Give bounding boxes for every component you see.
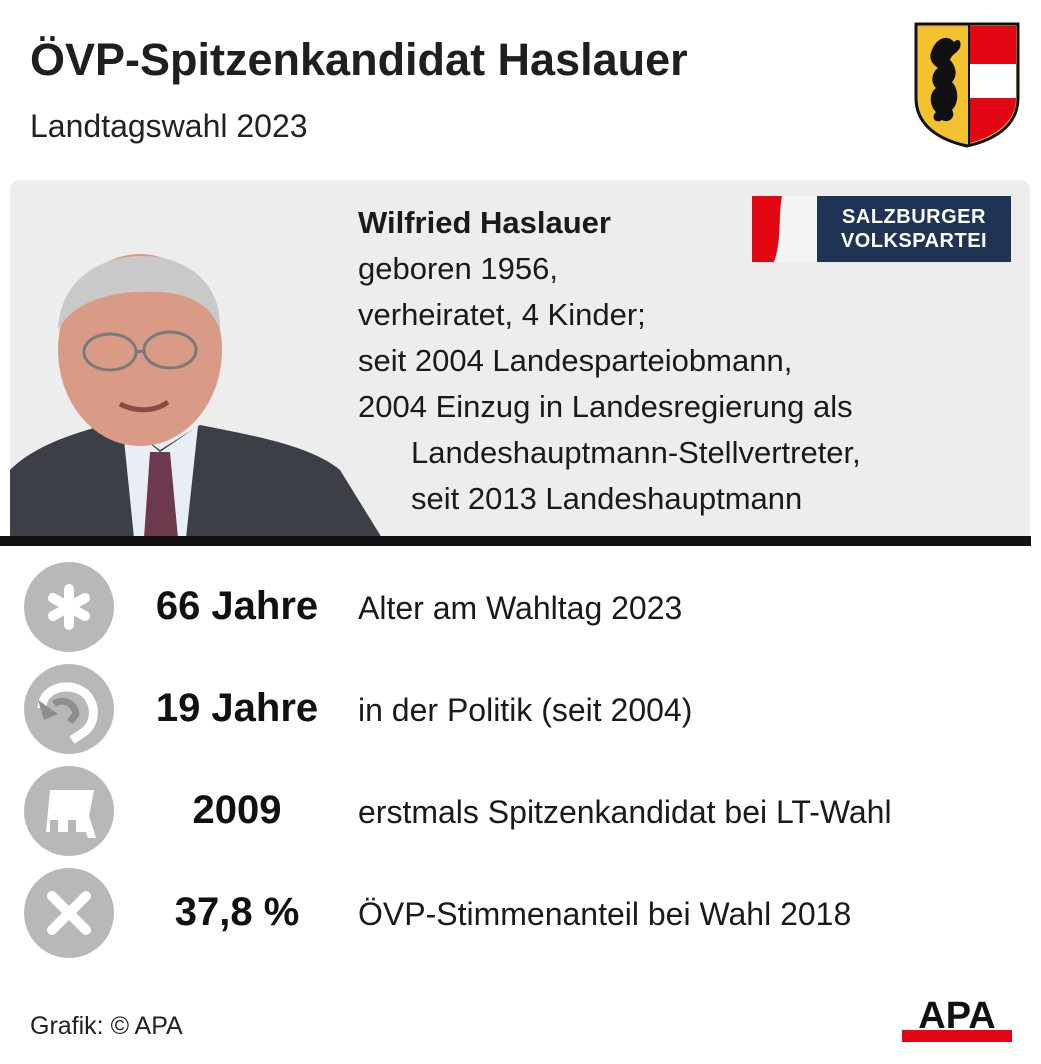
bio-line: seit 2004 Landesparteiobmann, [358, 343, 793, 378]
fact-row-age: 66 Jahre Alter am Wahltag 2023 [0, 558, 1041, 654]
fact-row-share: 37,8 % ÖVP-Stimmenanteil bei Wahl 2018 [0, 864, 1041, 960]
fact-label: ÖVP-Stimmenanteil bei Wahl 2018 [358, 896, 852, 932]
fact-value: 2009 [192, 788, 282, 832]
bio-line: Landeshauptmann-Stellvertreter, [411, 435, 861, 470]
fact-value: 19 Jahre [155, 686, 319, 730]
page-title: ÖVP-Spitzenkandidat Haslauer [30, 34, 688, 85]
party-logo-line1: SALZBURGER [842, 206, 986, 228]
portrait-photo [10, 254, 382, 538]
fact-label: erstmals Spitzenkandidat bei LT-Wahl [358, 794, 892, 830]
fact-row-candidate: 2009 erstmals Spitzenkandidat bei LT-Wah… [0, 762, 1041, 858]
fact-value: 37,8 % [174, 890, 300, 934]
candidate-name: Wilfried Haslauer [358, 205, 611, 240]
fact-label: in der Politik (seit 2004) [358, 692, 693, 728]
party-flag-icon [752, 196, 818, 262]
bio-line: verheiratet, 4 Kinder; [358, 297, 646, 332]
salzburg-coat-of-arms-icon [914, 22, 1020, 148]
ballot-cross-icon [24, 868, 114, 958]
panel-divider [0, 536, 1031, 546]
fact-value: 66 Jahre [155, 584, 319, 628]
curved-arrow-icon [24, 664, 114, 754]
bio-line: geboren 1956, [358, 251, 558, 286]
page-subtitle: Landtagswahl 2023 [30, 108, 308, 144]
fact-row-politics: 19 Jahre in der Politik (seit 2004) [0, 660, 1041, 756]
bio-line: 2004 Einzug in Landesregierung als [358, 389, 853, 424]
apa-logo: APA [902, 995, 1012, 1042]
credit-text: Grafik: © APA [30, 1012, 183, 1040]
ballot-board-icon [24, 766, 114, 856]
party-logo-line2: VOLKSPARTEI [840, 230, 988, 252]
party-logo: SALZBURGER VOLKSPARTEI [817, 196, 1011, 262]
bio-line: seit 2013 Landeshauptmann [411, 481, 803, 516]
apa-logo-text: APA [918, 995, 995, 1037]
bio-text: Wilfried Haslauer geboren 1956, verheira… [358, 200, 861, 522]
fact-label: Alter am Wahltag 2023 [358, 590, 683, 626]
asterisk-icon [24, 562, 114, 652]
